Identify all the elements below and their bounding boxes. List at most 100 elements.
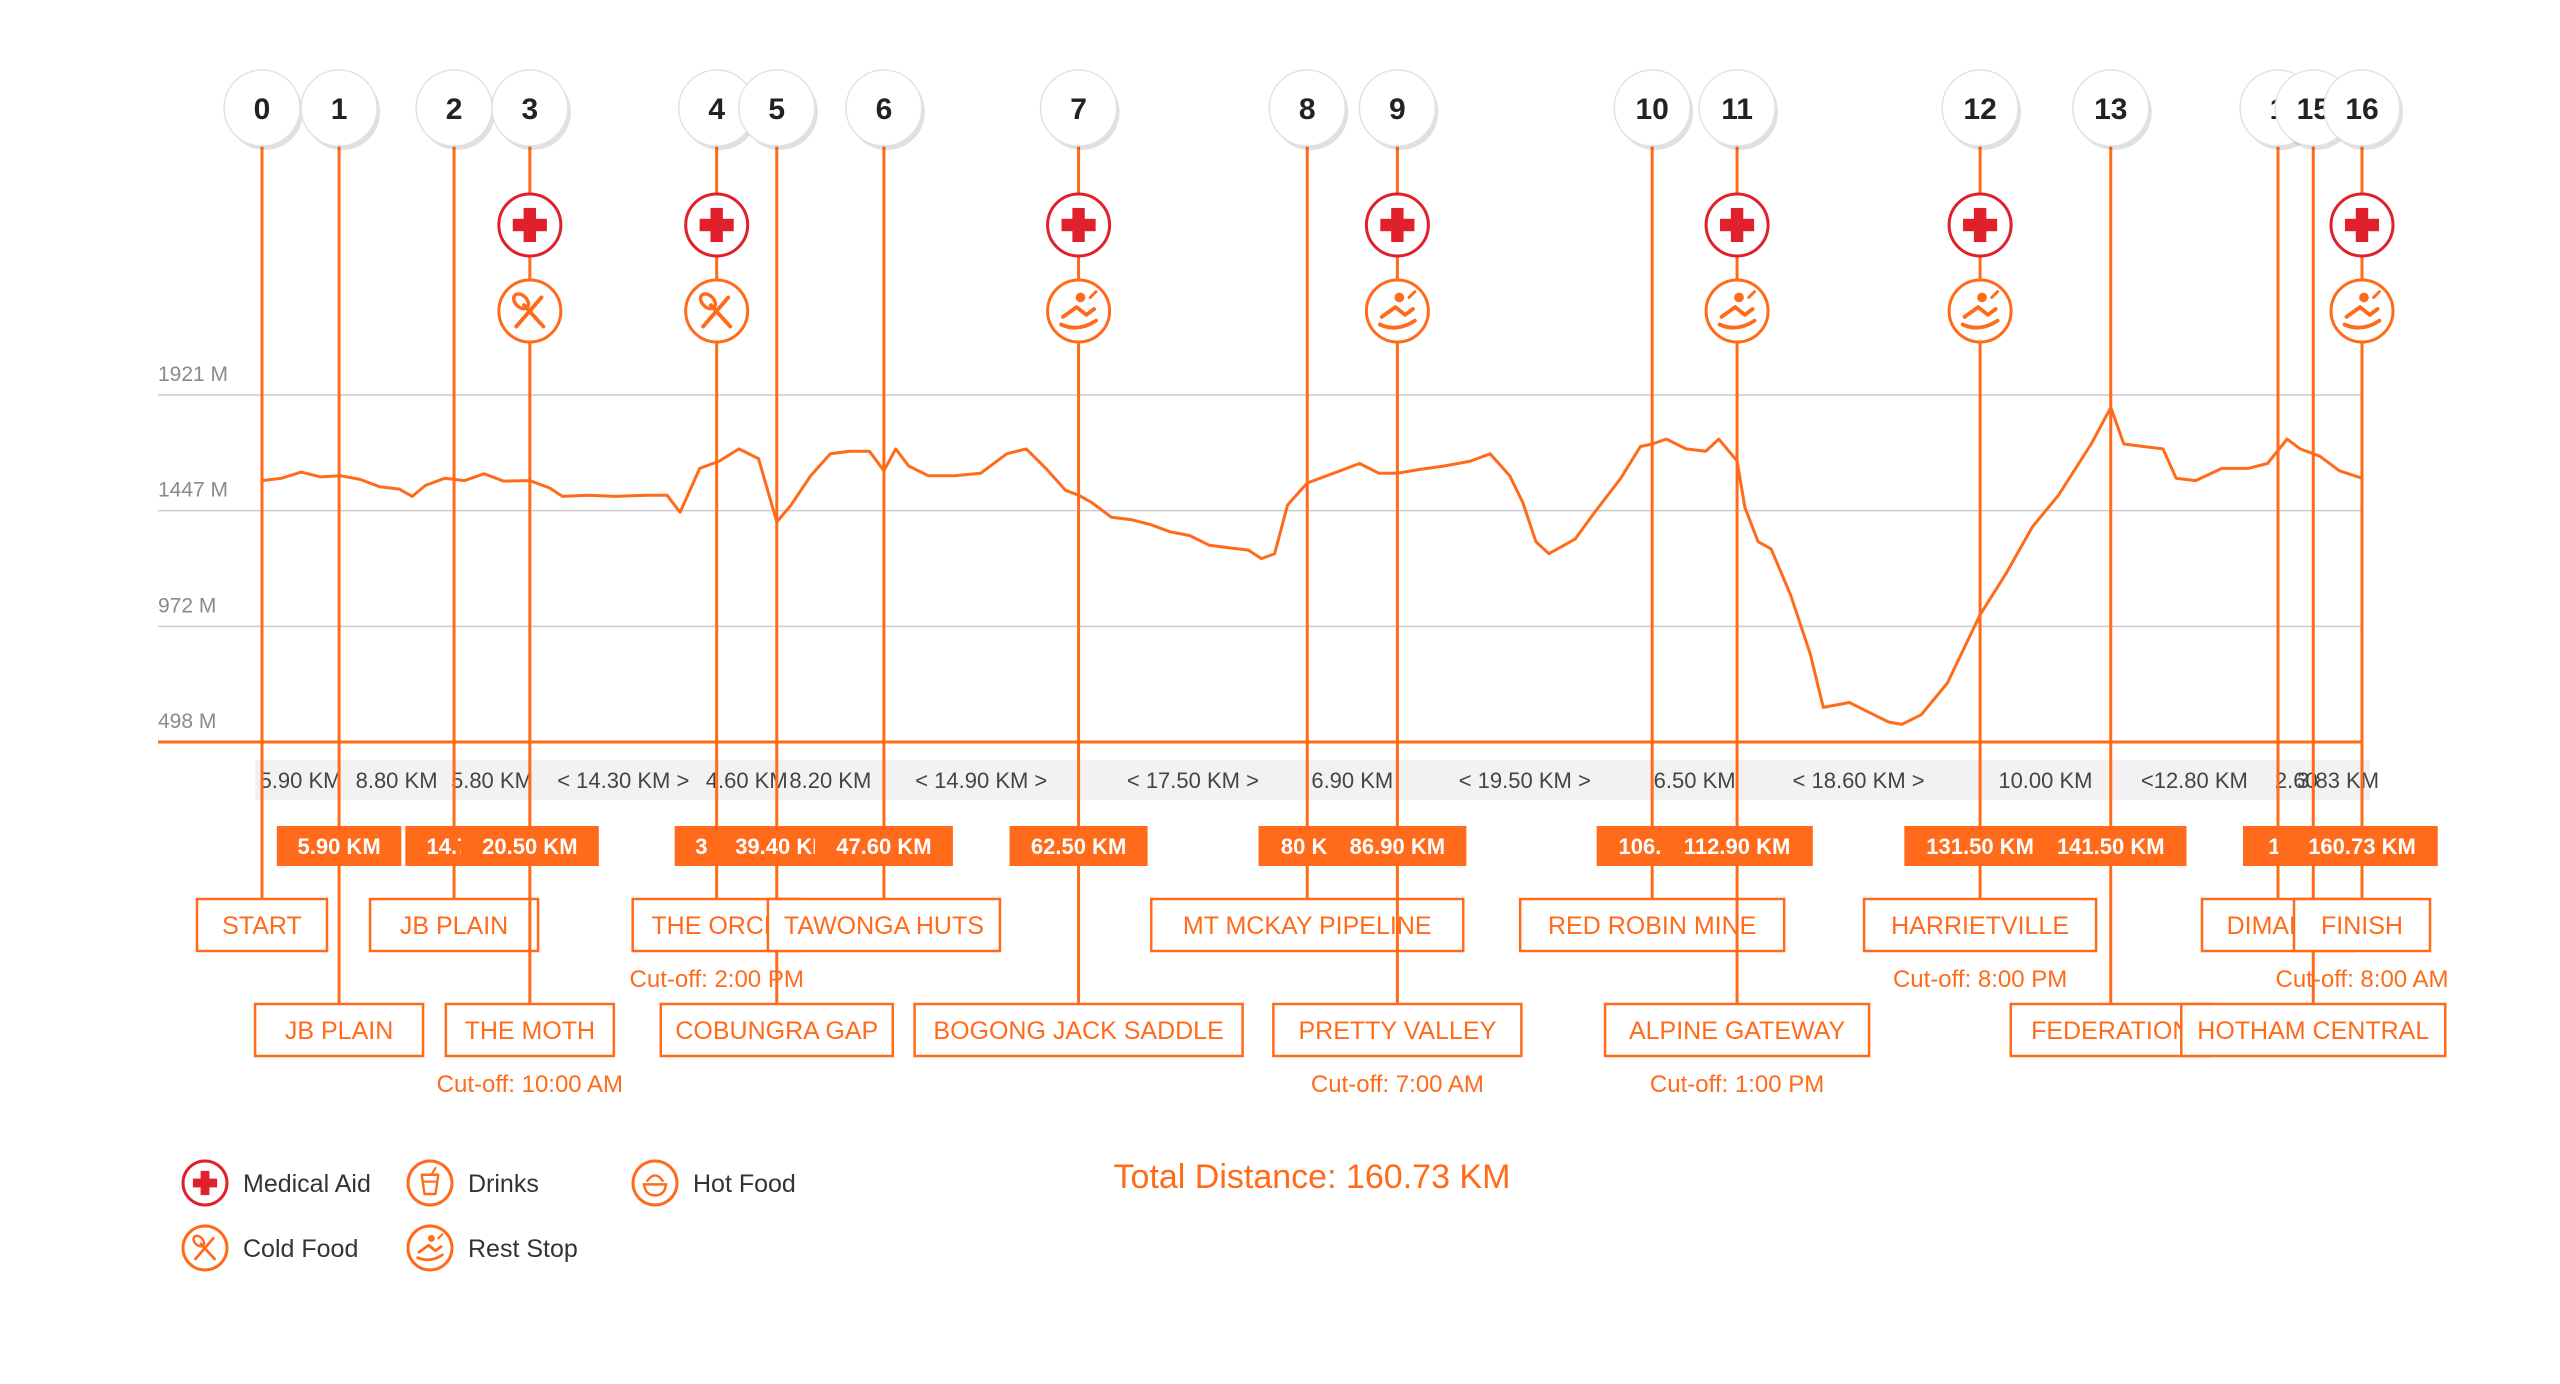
legend: Medical Aid Drinks Hot Food Cold Food Rest S…	[181, 1159, 796, 1272]
waypoint-name: THE MOTH	[465, 1017, 596, 1045]
waypoint-name-box[interactable]	[1603, 1002, 1871, 1058]
cutoff-time: Cut-off: 10:00 AM	[437, 1071, 623, 1098]
segment-distance-label: 8.20 KM	[789, 768, 871, 793]
cold-food-icon	[684, 278, 750, 344]
segment-band	[255, 760, 2370, 800]
cumulative-distance-text: 80 KI	[1281, 834, 1334, 859]
waypoint-name-box[interactable]	[1149, 897, 1465, 953]
cutoff-time: Cut-off: 2:00 PM	[630, 966, 804, 993]
waypoint-number: 4	[708, 93, 725, 126]
rest-icon	[1704, 278, 1770, 344]
waypoint-name-box[interactable]	[368, 897, 540, 953]
rest-icon	[406, 1224, 454, 1272]
cumulative-distance-badge	[276, 826, 402, 866]
waypoint-name-box[interactable]	[766, 897, 1002, 953]
waypoint-number-badge[interactable]	[845, 69, 923, 147]
waypoint-number-badge[interactable]	[738, 69, 816, 147]
waypoint-name: START	[222, 912, 302, 940]
segment-distance-label: < 19.50 KM >	[1459, 768, 1591, 793]
legend-item-cold-food: Cold Food	[181, 1224, 358, 1272]
cumulative-distance-badge	[2286, 826, 2438, 866]
waypoint-number-badge[interactable]	[1613, 69, 1691, 147]
medical-icon	[497, 192, 563, 258]
waypoint-7[interactable]: 7 62.50 KM BOGONG JACK SADDLE	[913, 69, 1244, 1058]
waypoint-name-box[interactable]	[195, 897, 329, 953]
waypoint-number-badge[interactable]	[223, 69, 301, 147]
cutoff-time: Cut-off: 7:00 AM	[1311, 1071, 1484, 1098]
waypoint-name: JB PLAIN	[400, 912, 508, 940]
y-axis-labels: 1921 M 1447 M 972 M 498 M	[158, 363, 228, 733]
waypoint-name-box[interactable]	[253, 1002, 425, 1058]
waypoint-0[interactable]: 0 START	[195, 69, 329, 953]
cumulative-distance-badge	[460, 826, 599, 866]
waypoint-name-box[interactable]	[2292, 897, 2432, 953]
segment-distance-label: 8.80 KM	[356, 768, 438, 793]
waypoint-number: 8	[1299, 93, 1316, 126]
legend-item-rest: Rest Stop	[406, 1224, 578, 1272]
waypoint-16[interactable]: 16 160.73 KM FINISH Cut-off: 8:00 AM	[2276, 69, 2449, 993]
waypoint-name-box[interactable]	[444, 1002, 616, 1058]
y-tick-label: 498 M	[158, 710, 216, 733]
medical-icon	[1364, 192, 1430, 258]
elevation-line-layer	[261, 405, 2363, 726]
waypoint-1[interactable]: 1 5.90 KM JB PLAIN	[253, 69, 425, 1058]
segment-distance-label: <12.80 KM	[2141, 768, 2248, 793]
cumulative-distance-badge	[1661, 826, 1813, 866]
waypoint-number-badge[interactable]	[1039, 69, 1118, 147]
waypoint-number: 2	[446, 93, 463, 126]
waypoint-name-box[interactable]	[1272, 1002, 1523, 1058]
waypoint-number-badge[interactable]	[491, 69, 569, 147]
waypoint-12[interactable]: 12 131.50 KM HARRIETVILLE Cut-off: 8:00 PM	[1862, 69, 2098, 993]
waypoint-number: 16	[2345, 93, 2378, 126]
segment-distance-label: 5.80 KM	[451, 768, 533, 793]
segment-distance-label: 2.60	[2275, 768, 2318, 793]
waypoint-name: FINISH	[2321, 912, 2403, 940]
waypoint-number-badge[interactable]	[1358, 69, 1437, 147]
waypoint-name-box[interactable]	[2009, 1002, 2213, 1058]
waypoint-name-box[interactable]	[1518, 897, 1786, 953]
segment-distance-label: 5.90 KM	[260, 768, 342, 793]
waypoint-name: ALPINE GATEWAY	[1629, 1017, 1846, 1045]
cumulative-distance-text: 5.90 KM	[298, 834, 381, 859]
cold-food-icon	[181, 1224, 229, 1272]
waypoint-6[interactable]: 6 47.60 KM TAWONGA HUTS	[766, 69, 1002, 953]
waypoint-number-badge[interactable]	[300, 69, 378, 147]
cumulative-distance-text: 112.90 KM	[1684, 834, 1790, 859]
waypoint-number-badge[interactable]	[1268, 69, 1346, 147]
cumulative-distance-badge	[1904, 826, 2056, 866]
waypoint-number-badge[interactable]	[1941, 69, 2019, 147]
waypoint-number: 9	[1389, 93, 1406, 126]
waypoint-number: 11	[1721, 93, 1753, 126]
legend-label: Rest Stop	[468, 1235, 578, 1263]
waypoint-5[interactable]: 5 39.40 KI COBUNGRA GAP	[659, 69, 895, 1058]
y-tick-label: 972 M	[158, 594, 216, 617]
y-tick-label: 1921 M	[158, 363, 228, 386]
waypoint-name-box[interactable]	[2180, 1002, 2447, 1058]
waypoint-name-box[interactable]	[1862, 897, 2098, 953]
cumulative-distance-text: 47.60 KM	[836, 834, 931, 859]
cumulative-distance-text: 20.50 KM	[482, 834, 577, 859]
waypoint-number: 12	[1963, 93, 1996, 126]
waypoint-13[interactable]: 13 141.50 KM FEDERATION	[2009, 69, 2213, 1058]
waypoint-name-box[interactable]	[659, 1002, 895, 1058]
waypoint-number-badge[interactable]	[2323, 69, 2401, 147]
segment-distance-row: 5.90 KM 8.80 KM 5.80 KM < 14.30 KM > 4.60 KM…	[255, 760, 2379, 800]
waypoint-number-badge[interactable]	[1698, 69, 1776, 147]
waypoint-number: 10	[1635, 93, 1668, 126]
waypoint-name-box[interactable]	[913, 1002, 1244, 1058]
waypoint-name: THE ORCH	[651, 912, 782, 940]
segment-distance-label: 6.50 KM	[1654, 768, 1736, 793]
waypoint-number-badge[interactable]	[2072, 69, 2150, 147]
segment-distance-label: < 17.50 KM >	[1127, 768, 1259, 793]
waypoint-11[interactable]: 11 112.90 KM ALPINE GATEWAY Cut-off: 1:00 P…	[1603, 69, 1871, 1098]
waypoint-name: FEDERATION	[2031, 1017, 2190, 1045]
legend-label: Hot Food	[693, 1170, 796, 1198]
waypoint-3[interactable]: 3 20.50 KM THE MOTH Cut-off: 10:00 AM	[437, 69, 623, 1098]
waypoint-number: 3	[521, 93, 538, 126]
waypoint-9[interactable]: 9 86.90 KM PRETTY VALLEY Cut-off: 7:00 AM	[1272, 69, 1523, 1098]
cumulative-distance-text: 86.90 KM	[1350, 834, 1445, 859]
waypoint-name: PRETTY VALLEY	[1298, 1017, 1496, 1045]
